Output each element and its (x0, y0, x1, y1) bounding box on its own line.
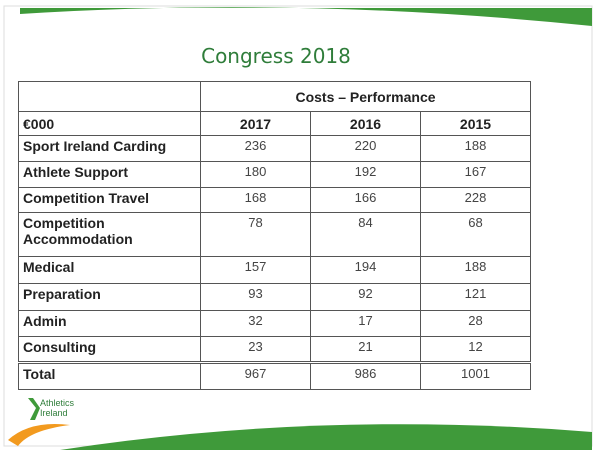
data-row: Competition Travel 168 166 228 (18, 187, 531, 213)
data-row: Preparation 93 92 121 (18, 283, 531, 311)
logo-figure (28, 398, 40, 420)
data-row: Admin 32 17 28 (18, 310, 531, 337)
column-header: 2017 (200, 111, 311, 136)
cell-value: 32 (200, 310, 311, 337)
empty-cell (18, 81, 201, 112)
cell-value: 220 (310, 135, 421, 162)
cell-value: 23 (200, 336, 311, 363)
logo-line: Athletics (40, 398, 75, 408)
data-row: Consulting 23 21 12 (18, 336, 531, 363)
row-label: Total (18, 361, 201, 390)
cell-value: 1001 (420, 361, 531, 390)
cell-value: 28 (420, 310, 531, 337)
header-row: Costs – Performance (18, 81, 531, 112)
cell-value: 12 (420, 336, 531, 363)
row-label: Competition Accommodation (18, 212, 201, 257)
logo-line: Ireland (40, 408, 68, 418)
cell-value: 17 (310, 310, 421, 337)
column-header: 2015 (420, 111, 531, 136)
data-row: Athlete Support 180 192 167 (18, 161, 531, 188)
group-header: Costs – Performance (200, 81, 531, 112)
column-header: 2016 (310, 111, 421, 136)
row-label: Athlete Support (18, 161, 201, 188)
bottom-swoosh (60, 424, 592, 450)
cell-value: 92 (310, 283, 421, 311)
header-row: €000 2017 2016 2015 (18, 111, 531, 136)
cell-value: 188 (420, 135, 531, 162)
cell-value: 180 (200, 161, 311, 188)
cell-value: 194 (310, 256, 421, 284)
cell-value: 68 (420, 212, 531, 257)
data-row: Sport Ireland Carding 236 220 188 (18, 135, 531, 162)
row-label: Admin (18, 310, 201, 337)
cell-value: 236 (200, 135, 311, 162)
cost-table: Costs – Performance €000 2017 2016 2015 Sport… (18, 81, 531, 390)
cell-value: 93 (200, 283, 311, 311)
total-row: Total 967 986 1001 (18, 361, 531, 390)
cell-value: 967 (200, 361, 311, 390)
cell-value: 228 (420, 187, 531, 213)
cell-value: 21 (310, 336, 421, 363)
row-label: Consulting (18, 336, 201, 363)
top-swoosh (20, 7, 592, 26)
slide-title: Congress 2018 (201, 44, 351, 68)
cell-value: 166 (310, 187, 421, 213)
row-label: Medical (18, 256, 201, 284)
cell-value: 84 (310, 212, 421, 257)
cell-value: 986 (310, 361, 421, 390)
cell-value: 188 (420, 256, 531, 284)
cell-value: 78 (200, 212, 311, 257)
data-row: Medical 157 194 188 (18, 256, 531, 284)
row-label: Preparation (18, 283, 201, 311)
logo-swoosh (8, 424, 70, 446)
cell-value: 121 (420, 283, 531, 311)
cell-value: 167 (420, 161, 531, 188)
logo-text: Athletics Ireland (40, 398, 74, 418)
data-row: Competition Accommodation 78 84 68 (18, 212, 531, 257)
cell-value: 157 (200, 256, 311, 284)
column-header: €000 (18, 111, 201, 136)
row-label: Competition Travel (18, 187, 201, 213)
cell-value: 168 (200, 187, 311, 213)
row-label: Sport Ireland Carding (18, 135, 201, 162)
cell-value: 192 (310, 161, 421, 188)
